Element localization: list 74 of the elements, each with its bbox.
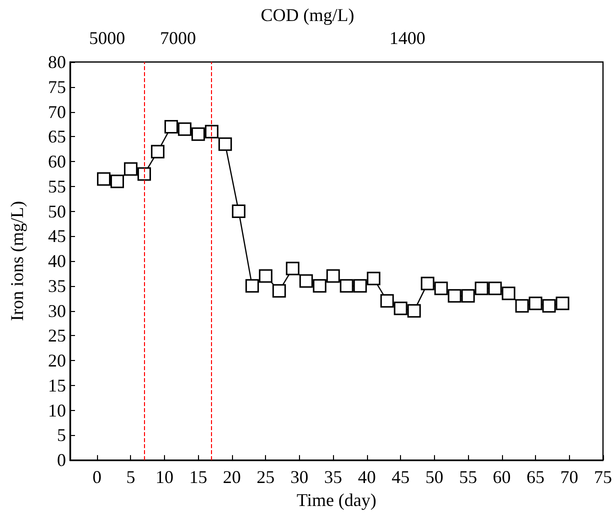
- x-tick-label: 75: [594, 467, 612, 488]
- x-tick-label: 35: [324, 467, 342, 488]
- y-tick-label: 45: [48, 226, 66, 246]
- x2-axis-title: COD (mg/L): [260, 5, 354, 25]
- x-tick-label: 20: [222, 467, 241, 488]
- point: [218, 137, 232, 151]
- point: [407, 304, 421, 318]
- y-tick-label: 30: [48, 300, 66, 321]
- point: [96, 172, 110, 186]
- y-tick-label: 0: [57, 450, 66, 470]
- point: [366, 272, 380, 286]
- point: [204, 124, 218, 138]
- point: [312, 279, 326, 293]
- point: [340, 279, 354, 293]
- point: [326, 269, 340, 283]
- x-tick-label: 45: [392, 467, 410, 488]
- point: [420, 276, 434, 290]
- point: [258, 269, 272, 283]
- x-tick-label: 65: [526, 467, 545, 488]
- y-tick-label: 25: [48, 326, 66, 346]
- y-tick-label: 20: [48, 350, 66, 371]
- y-tick-label: 15: [48, 375, 66, 396]
- x-tick-label: 60: [492, 467, 511, 488]
- x-tick-label: 50: [425, 467, 444, 488]
- x-tick-label: 15: [189, 467, 208, 488]
- y-tick-label: 50: [48, 201, 66, 222]
- point: [110, 174, 124, 188]
- point: [245, 279, 259, 293]
- y-tick-label: 10: [48, 400, 66, 420]
- x-tick-label: 10: [155, 467, 174, 488]
- point: [353, 279, 367, 293]
- point: [434, 282, 448, 296]
- y-tick-label: 60: [48, 152, 66, 172]
- point: [461, 289, 475, 303]
- y-tick-label: 70: [48, 102, 66, 122]
- y-tick-label: 35: [48, 276, 66, 296]
- point: [488, 282, 502, 296]
- point: [150, 144, 164, 158]
- y-tick-label: 40: [48, 251, 66, 272]
- point: [474, 282, 488, 296]
- point: [502, 286, 516, 300]
- x-tick-label: 55: [459, 467, 478, 488]
- x-tick-label: 25: [256, 467, 275, 488]
- point: [528, 296, 542, 310]
- point: [137, 167, 151, 181]
- point: [542, 299, 556, 313]
- y-tick-label: 75: [48, 76, 66, 97]
- point: [124, 162, 138, 176]
- y-tick-label: 65: [48, 126, 66, 147]
- y-tick-label: 80: [48, 52, 66, 72]
- y-tick-label: 5: [57, 425, 66, 446]
- x-tick-label: 5: [126, 467, 136, 488]
- text: 5000: [89, 28, 126, 48]
- x-tick-label: 40: [358, 467, 376, 488]
- point: [380, 294, 394, 308]
- point: [394, 302, 408, 316]
- point: [299, 274, 313, 288]
- point: [272, 284, 286, 298]
- point: [232, 204, 246, 218]
- text: 1400: [389, 28, 426, 48]
- point: [286, 262, 300, 276]
- x-tick-label: 0: [92, 467, 102, 488]
- point: [164, 120, 178, 134]
- y-tick-label: 55: [48, 176, 66, 196]
- text: 7000: [160, 28, 196, 48]
- point: [515, 299, 529, 313]
- y-axis-title: Iron ions (mg/L): [7, 201, 27, 322]
- point: [448, 289, 462, 303]
- x-tick-label: 70: [560, 467, 578, 488]
- x-tick-label: 30: [290, 467, 308, 488]
- point: [191, 127, 205, 141]
- x-axis-title: Time (day): [296, 490, 376, 510]
- point: [178, 122, 192, 136]
- point: [556, 296, 570, 310]
